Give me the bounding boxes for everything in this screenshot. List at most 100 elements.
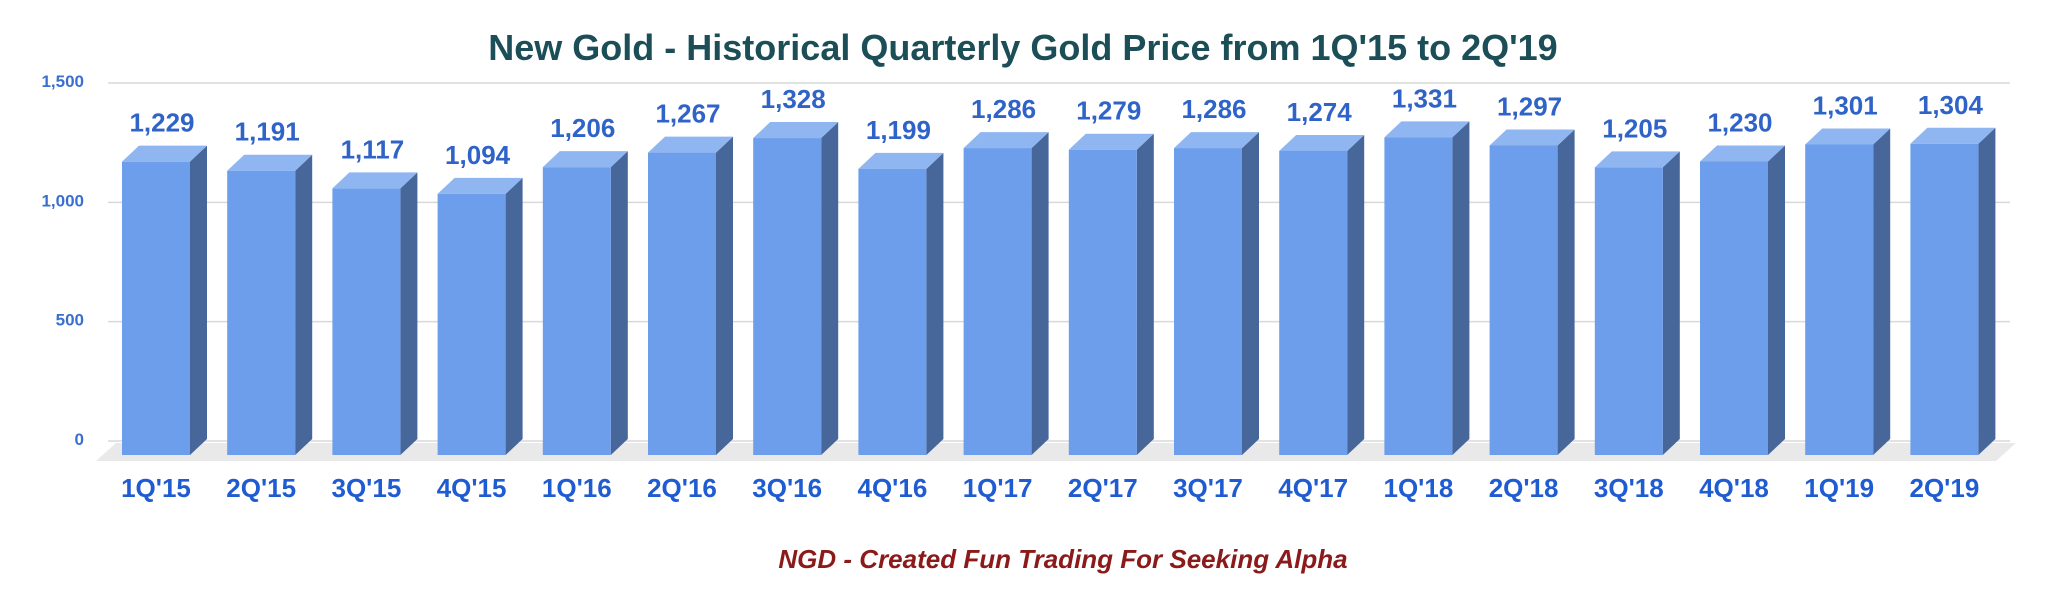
x-tick-label: 4Q'18 (1699, 473, 1769, 503)
bar (332, 172, 418, 455)
bar-front (437, 193, 506, 455)
data-label: 1,331 (1392, 83, 1457, 113)
data-label: 1,274 (1287, 97, 1353, 127)
data-label: 1,229 (129, 108, 194, 138)
bar-top (1174, 132, 1259, 149)
x-tick-label: 3Q'15 (332, 473, 402, 503)
data-label: 1,297 (1497, 91, 1562, 121)
bar-front (1594, 167, 1663, 455)
bar (1174, 132, 1259, 456)
data-label: 1,094 (445, 140, 511, 170)
bar (1489, 129, 1575, 455)
bar (753, 122, 839, 456)
bar-side (1873, 128, 1891, 455)
y-axis: 0 500 1,000 1,500 (41, 72, 84, 449)
bar-side (1978, 127, 1996, 456)
data-label: 1,199 (866, 115, 931, 145)
x-tick-label: 1Q'16 (542, 473, 612, 503)
bar-front (122, 161, 190, 456)
bar-top (227, 154, 313, 171)
bar-side (1662, 151, 1680, 455)
bar-top (542, 151, 628, 168)
y-tick-label: 0 (75, 430, 84, 449)
data-labels: 1,229 1,191 1,117 1,094 1,206 1,267 1,328 1,199… (129, 83, 1983, 170)
caption-text: NGD - Created Fun Trading For Seeking Al… (778, 544, 1347, 574)
bar-top (858, 152, 944, 169)
bar-front (1384, 137, 1453, 456)
bar-side (1136, 133, 1154, 455)
bar (122, 145, 207, 456)
bar-side (1452, 121, 1470, 456)
bar-front (227, 170, 296, 456)
bars (122, 121, 1996, 456)
bar-side (926, 152, 944, 455)
bar-front (1489, 145, 1558, 455)
bar-top (1489, 129, 1575, 146)
bar-top (332, 172, 418, 189)
x-tick-label: 4Q'15 (437, 473, 507, 503)
bar-front (1279, 150, 1348, 455)
data-label: 1,230 (1707, 107, 1772, 137)
bar-top (122, 145, 207, 162)
x-tick-label: 1Q'15 (121, 473, 191, 503)
x-tick-label: 2Q'18 (1489, 473, 1559, 503)
bar-front (1805, 144, 1874, 455)
bar-top (1384, 121, 1470, 138)
data-label: 1,301 (1813, 90, 1878, 120)
y-tick-label: 500 (56, 311, 84, 330)
bar-side (295, 154, 313, 456)
data-label: 1,279 (1076, 96, 1141, 126)
bar-front (963, 148, 1032, 456)
bar (1384, 121, 1470, 456)
bar-side (1347, 134, 1365, 455)
bar-top (1279, 134, 1365, 151)
bar (858, 152, 944, 455)
bar-top (1700, 145, 1785, 162)
bar-front (648, 152, 716, 456)
data-label: 1,286 (971, 94, 1036, 124)
y-tick-label: 1,000 (41, 191, 84, 210)
bar-top (1594, 151, 1680, 168)
data-label: 1,191 (235, 117, 300, 147)
bar (1068, 133, 1154, 455)
bar (648, 136, 733, 456)
bar-top (1068, 133, 1154, 150)
bar-front (542, 167, 611, 455)
bar-top (963, 132, 1049, 149)
bar-side (505, 177, 523, 455)
bar (1700, 145, 1785, 455)
bar-top (648, 136, 733, 153)
data-label: 1,117 (341, 134, 405, 164)
gridlines (108, 82, 2010, 442)
bar-side (1768, 145, 1785, 455)
x-tick-label: 2Q'15 (226, 473, 296, 503)
bar-side (821, 122, 839, 456)
bar-side (716, 136, 733, 456)
bar-front (1910, 143, 1979, 455)
bar (1910, 127, 1996, 456)
bar-front (753, 138, 822, 455)
bar (437, 177, 523, 455)
x-tick-label: 2Q'16 (647, 473, 717, 503)
bar-top (753, 122, 839, 139)
data-label: 1,286 (1181, 94, 1246, 124)
x-tick-label: 1Q'19 (1804, 473, 1874, 503)
bar-front (858, 168, 927, 455)
data-label: 1,304 (1918, 90, 1984, 120)
x-tick-label: 3Q'18 (1594, 473, 1664, 503)
bar-top (1805, 128, 1891, 145)
x-tick-label: 4Q'16 (858, 473, 928, 503)
bar-top (1910, 127, 1996, 144)
x-tick-label: 1Q'18 (1384, 473, 1454, 503)
bar (963, 132, 1049, 456)
x-tick-label: 3Q'17 (1173, 473, 1243, 503)
data-label: 1,206 (550, 113, 615, 143)
chart-title: New Gold - Historical Quarterly Gold Pri… (488, 27, 1557, 68)
bar-side (190, 145, 207, 456)
x-tick-label: 2Q'19 (1910, 473, 1980, 503)
data-label: 1,267 (655, 99, 720, 129)
bar (1594, 151, 1680, 455)
bar-front (1068, 149, 1137, 455)
bar (1805, 128, 1891, 455)
